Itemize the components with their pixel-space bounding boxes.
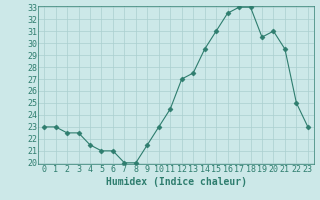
X-axis label: Humidex (Indice chaleur): Humidex (Indice chaleur) (106, 177, 246, 187)
